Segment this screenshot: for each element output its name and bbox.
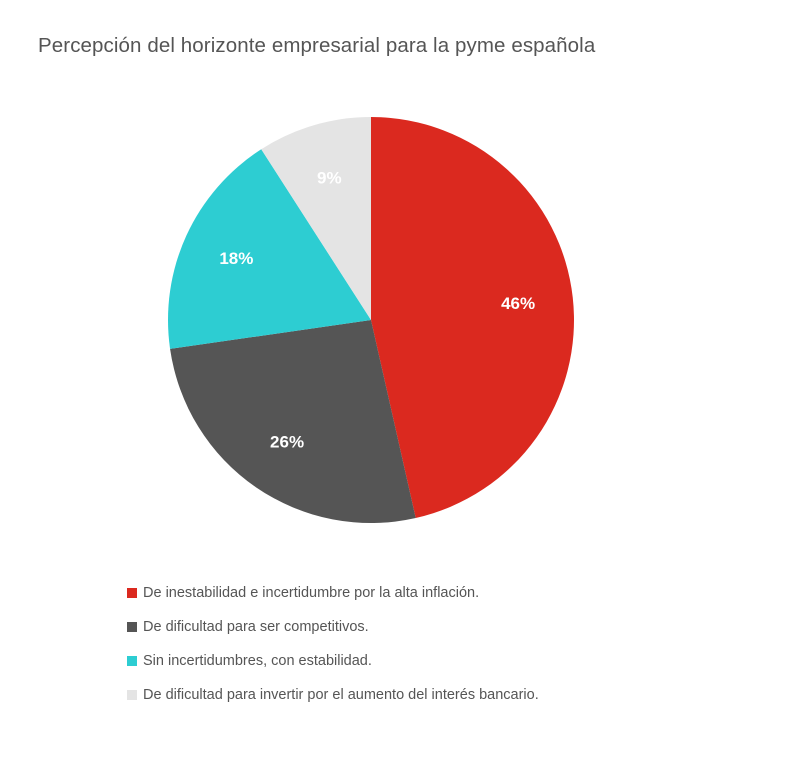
pie-slice-inflation (371, 117, 574, 519)
legend-item-stability: Sin incertidumbres, con estabilidad. (127, 644, 539, 678)
pie-slice-competitiveness (170, 320, 416, 524)
legend-swatch (127, 690, 137, 700)
slice-label-inflation: 46% (501, 294, 535, 313)
slice-label-stability: 18% (219, 249, 253, 268)
legend-item-competitiveness: De dificultad para ser competitivos. (127, 610, 539, 644)
legend-label: De dificultad para invertir por el aumen… (143, 687, 539, 703)
legend-label: De inestabilidad e incertidumbre por la … (143, 585, 480, 601)
legend-swatch (127, 588, 137, 598)
chart-title: Percepción del horizonte empresarial par… (38, 34, 596, 57)
pie-slice-stability (168, 149, 371, 349)
slice-label-competitiveness: 26% (270, 432, 304, 451)
legend-label: De dificultad para ser competitivos. (143, 619, 369, 635)
legend-swatch (127, 656, 137, 666)
pie-chart: 46% 26% 18% 9% (168, 117, 574, 524)
legend: De inestabilidad e incertidumbre por la … (127, 576, 539, 712)
pie-slice-interest (261, 117, 371, 320)
legend-item-inflation: De inestabilidad e incertidumbre por la … (127, 576, 539, 610)
slice-label-interest: 9% (317, 168, 342, 187)
legend-swatch (127, 622, 137, 632)
legend-label: Sin incertidumbres, con estabilidad. (143, 653, 372, 669)
legend-item-interest: De dificultad para invertir por el aumen… (127, 678, 539, 712)
